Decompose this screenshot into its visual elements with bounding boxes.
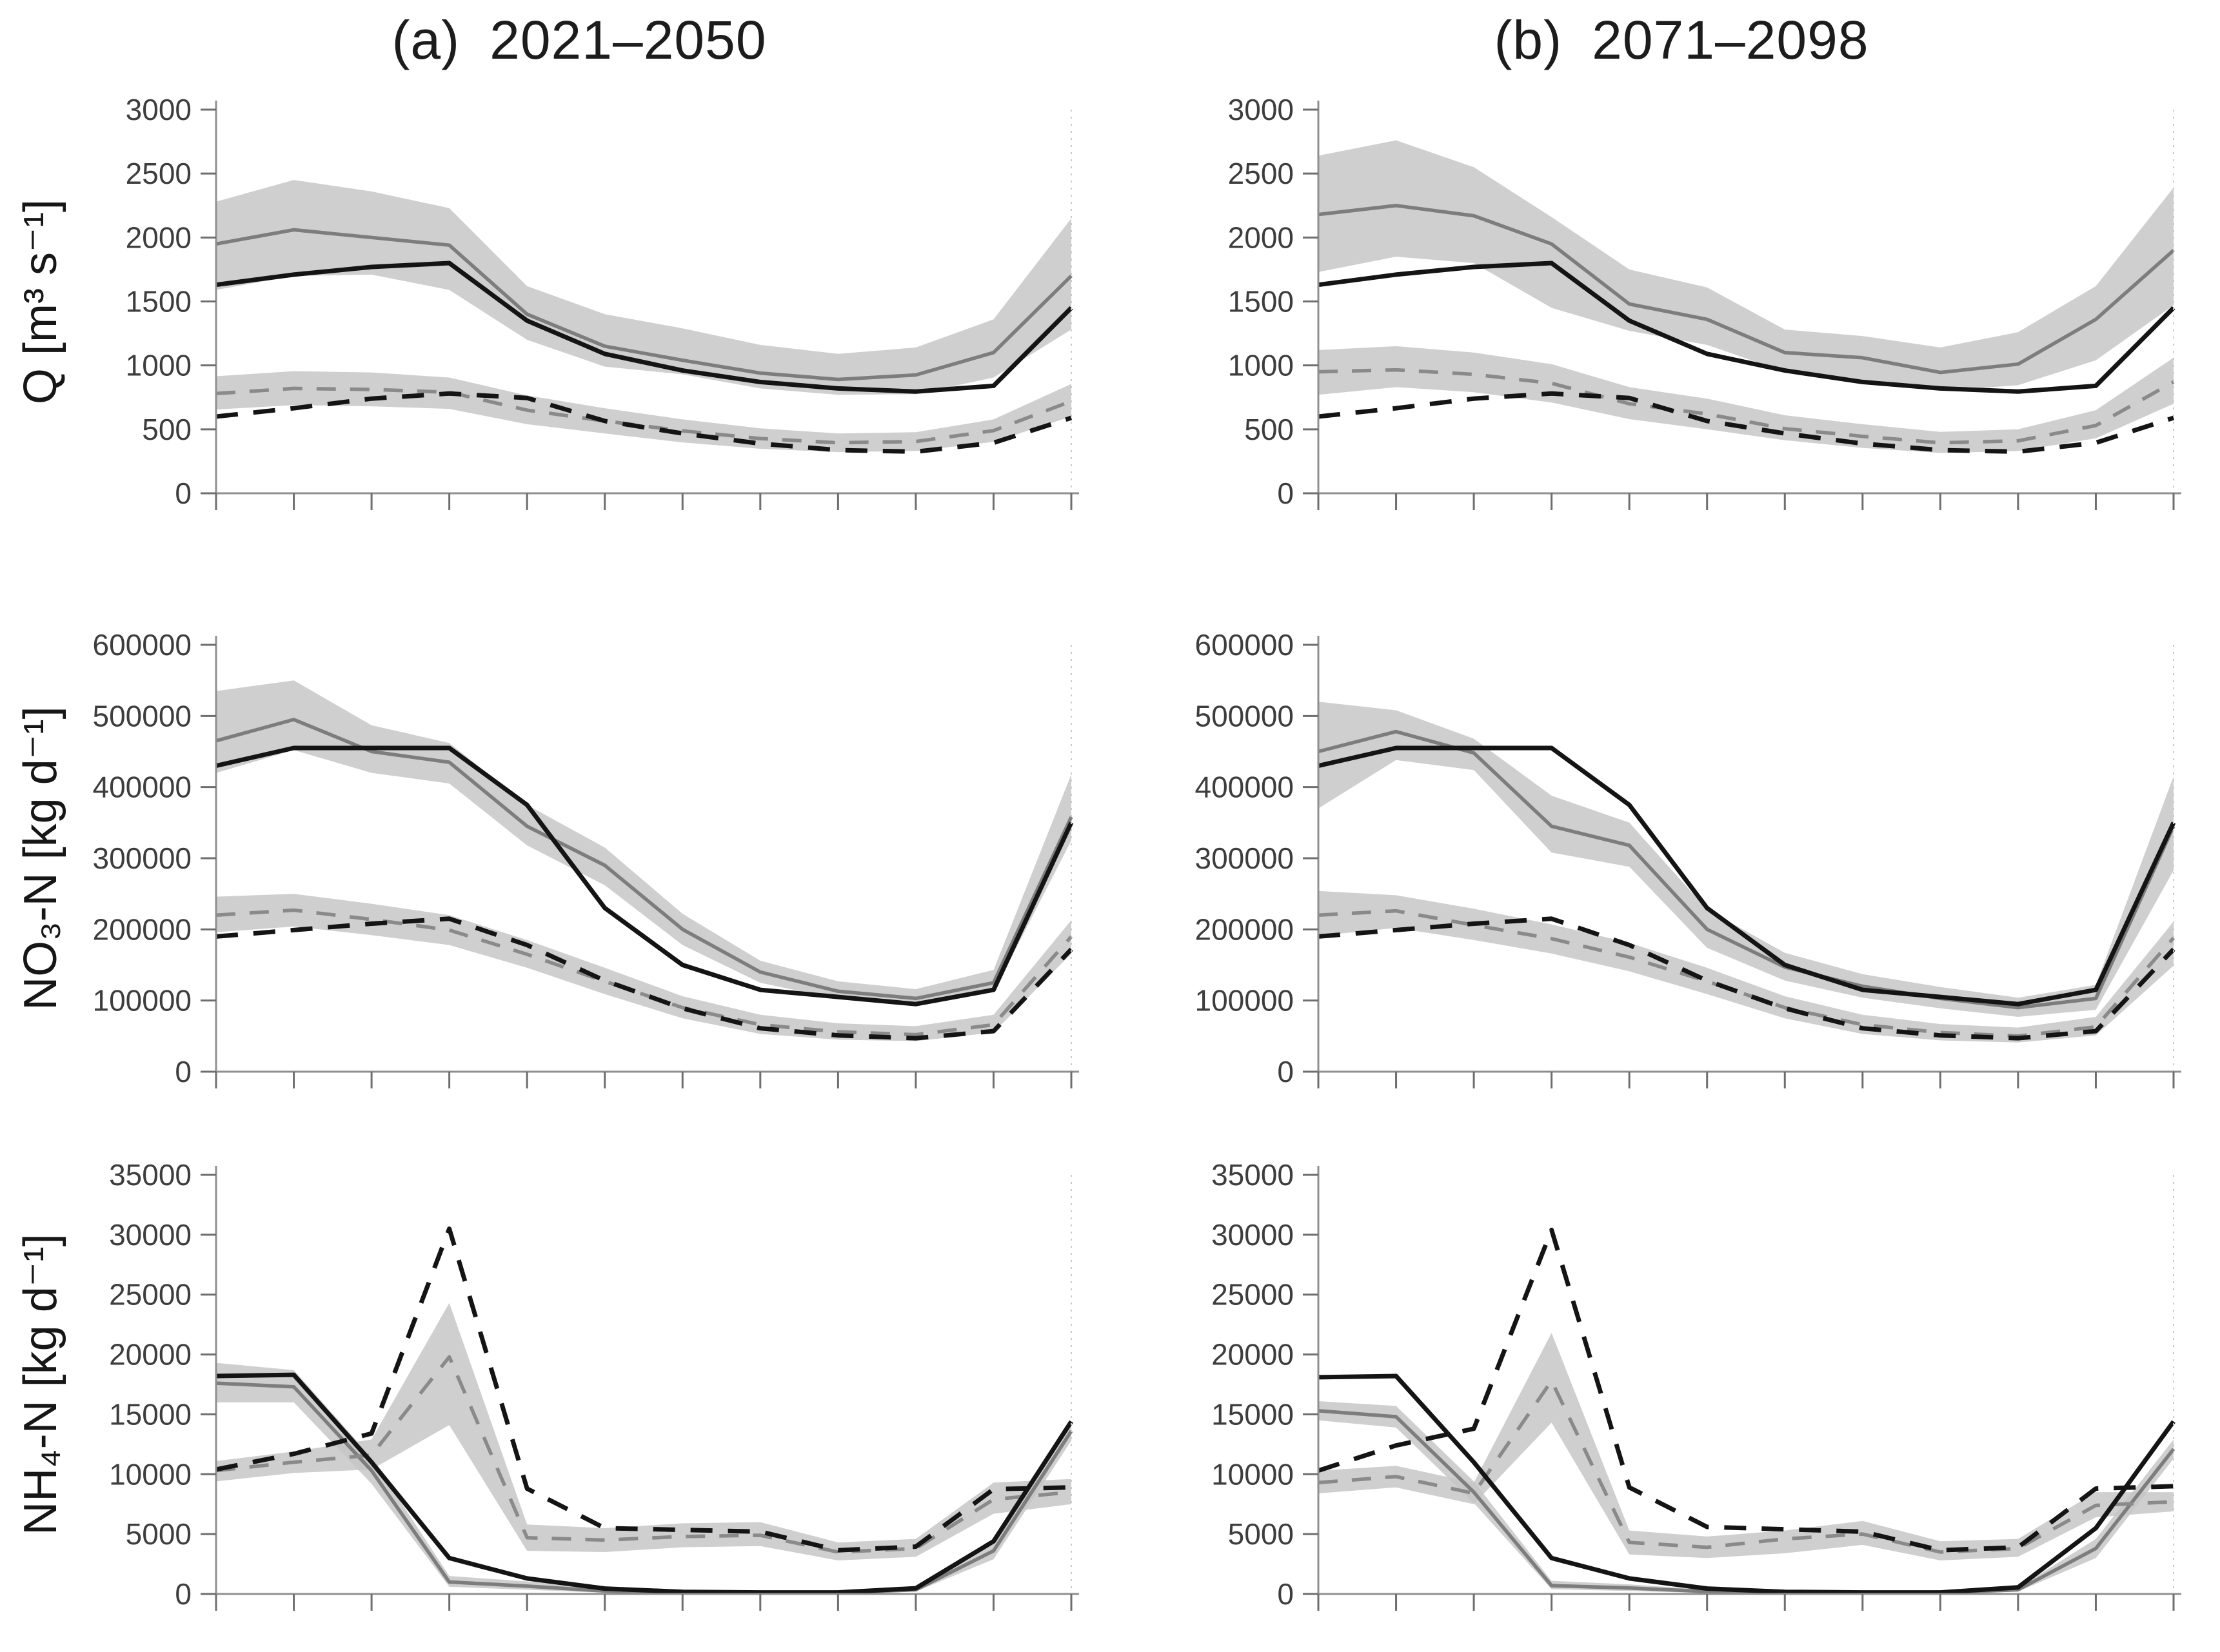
band-gray-dashed	[216, 894, 1071, 1041]
line-gray-dashed	[1318, 909, 2175, 1038]
y-tick-label: 35000	[1211, 1158, 1294, 1192]
band-gray-solid	[216, 180, 1071, 395]
y-tick-label: 0	[1277, 1577, 1294, 1611]
y-tick-label: 500	[142, 413, 192, 446]
y-tick-label: 15000	[1211, 1397, 1294, 1431]
chart-no3n-2021-2050: 0 100000 200000 300000 400000 500000 600000	[3, 593, 1123, 1130]
band-gray-dashed	[1318, 890, 2174, 1043]
y-tick-label: 500	[1244, 413, 1294, 446]
y-tick-label: 100000	[93, 984, 192, 1018]
y-tick-label: 15000	[109, 1397, 192, 1431]
panel-title-a-prefix: (a)	[391, 10, 461, 70]
chart-q-2021-2050: 0 500 1000 1500 2000 2500 3000	[3, 58, 1123, 551]
panel-title-b-prefix: (b)	[1494, 10, 1563, 70]
line-black-solid	[215, 1372, 1073, 1595]
y-tick-label: 0	[1277, 477, 1294, 510]
y-tick-label: 2000	[1228, 221, 1294, 254]
y-tick-label: 5000	[126, 1517, 192, 1551]
line-black-dashed	[215, 391, 1073, 454]
plot-q-2071-2098: 0 500 1000 1500 2000 2500 3000	[1228, 93, 2181, 510]
y-tick-label: 0	[1277, 1055, 1294, 1088]
line-black-solid	[1318, 261, 2175, 394]
band-gray-solid	[216, 680, 1071, 1007]
y-tick-label: 200000	[1195, 912, 1294, 946]
y-tick-label: 10000	[1211, 1457, 1294, 1491]
y-tick-label: 0	[175, 1055, 192, 1088]
plot-nh4n-2071-2098: 0 5000 10000 15000 20000 25000 30000 35000	[1211, 1158, 2181, 1611]
y-tick-label: 2500	[126, 157, 192, 190]
line-gray-dashed	[1318, 1379, 2174, 1554]
plot-nh4n-2021-2050: 0 5000 10000 15000 20000 25000 30000 35000	[109, 1158, 1079, 1611]
y-tick-label: 30000	[1211, 1218, 1294, 1252]
y-tick-label: 25000	[109, 1278, 192, 1312]
line-gray-solid	[215, 228, 1073, 382]
band-gray-solid	[216, 1362, 1071, 1594]
line-black-dashed	[1317, 1227, 2174, 1553]
y-tick-label: 1000	[126, 349, 192, 382]
y-tick-label: 300000	[1195, 841, 1294, 875]
y-tick-label: 500000	[93, 699, 192, 733]
band-gray-dashed	[1318, 346, 2174, 453]
y-tick-label: 500000	[1195, 699, 1294, 733]
y-tick-label: 300000	[93, 841, 192, 875]
panel-title-b: (b) 2071–2098	[1254, 9, 2109, 74]
plot-q-2021-2050: 0 500 1000 1500 2000 2500 3000	[126, 93, 1079, 510]
y-tick-label: 20000	[109, 1338, 192, 1372]
y-tick-label: 400000	[1195, 771, 1294, 804]
y-tick-label: 1000	[1228, 349, 1294, 382]
chart-nh4n-2021-2050: 0 5000 10000 15000 20000 25000 30000 35000	[3, 1123, 1123, 1652]
panel-title-b-range: 2071–2098	[1592, 10, 1869, 70]
line-black-solid	[215, 261, 1073, 394]
panel-title-a: (a) 2021–2050	[152, 9, 1007, 74]
chart-q-2071-2098: 0 500 1000 1500 2000 2500 3000	[1105, 58, 2220, 551]
y-tick-label: 35000	[109, 1158, 192, 1192]
y-tick-label: 1500	[126, 285, 192, 319]
line-black-solid	[1318, 1373, 2175, 1595]
band-gray-dashed	[1318, 1333, 2174, 1560]
line-gray-solid	[215, 1381, 1073, 1595]
y-tick-label: 200000	[93, 912, 192, 946]
line-gray-dashed	[215, 386, 1072, 445]
line-gray-solid	[1318, 204, 2175, 375]
chart-no3n-2071-2098: 0 100000 200000 300000 400000 500000 600000	[1105, 593, 2220, 1130]
line-gray-solid	[1318, 729, 2175, 1010]
y-tick-label: 0	[175, 1577, 192, 1611]
y-tick-label: 100000	[1195, 984, 1294, 1018]
y-tick-label: 400000	[93, 771, 192, 804]
chart-nh4n-2071-2098: 0 5000 10000 15000 20000 25000 30000 35000	[1105, 1123, 2220, 1652]
y-tick-label: 20000	[1211, 1338, 1294, 1372]
line-black-solid	[215, 745, 1074, 1007]
y-tick-label: 5000	[1228, 1517, 1294, 1551]
line-gray-dashed	[215, 908, 1073, 1037]
band-gray-dashed	[216, 1303, 1071, 1560]
y-tick-label: 600000	[93, 628, 192, 662]
y-tick-label: 10000	[109, 1457, 192, 1491]
y-tick-label: 3000	[126, 93, 192, 126]
y-tick-label: 30000	[109, 1218, 192, 1252]
y-tick-label: 3000	[1228, 93, 1294, 126]
line-black-dashed	[215, 1226, 1072, 1553]
y-tick-label: 2000	[126, 221, 192, 254]
y-tick-label: 25000	[1211, 1278, 1294, 1312]
y-tick-label: 0	[175, 477, 192, 510]
panel-title-a-range: 2021–2050	[490, 10, 767, 70]
plot-no3n-2021-2050: 0 100000 200000 300000 400000 500000 600000	[93, 628, 1079, 1088]
line-gray-dashed	[215, 1355, 1072, 1554]
y-tick-label: 600000	[1195, 628, 1294, 662]
band-gray-solid	[1318, 1401, 2174, 1594]
line-gray-dashed	[1318, 368, 2175, 445]
y-tick-label: 1500	[1228, 285, 1294, 319]
line-black-solid	[1318, 745, 2176, 1007]
line-black-dashed	[1318, 391, 2175, 454]
y-tick-label: 2500	[1228, 157, 1294, 190]
plot-no3n-2071-2098: 0 100000 200000 300000 400000 500000 600000	[1195, 628, 2181, 1088]
